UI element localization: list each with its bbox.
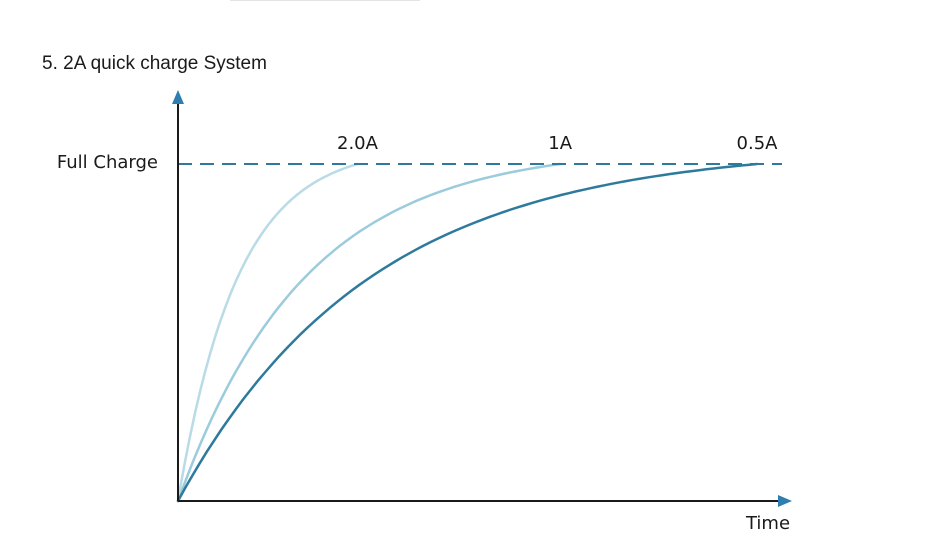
series-label-0-5A: 0.5A	[737, 133, 779, 154]
series-curve-2-0A	[176, 162, 359, 503]
chart-title: 5. 2A quick charge System	[42, 53, 267, 74]
series-labels: 2.0A 1A 0.5A	[337, 133, 778, 154]
series-label-2-0A: 2.0A	[337, 133, 379, 154]
series-curve-0-5A	[176, 162, 759, 503]
series-curve-1A	[176, 162, 562, 503]
top-divider-line	[230, 0, 420, 1]
charge-curves	[176, 162, 759, 503]
x-axis-label: Time	[745, 513, 790, 534]
y-axis-arrow-icon	[172, 90, 184, 104]
full-charge-label: Full Charge	[57, 152, 158, 173]
x-axis-arrow-icon	[778, 495, 792, 507]
series-label-1A: 1A	[548, 133, 572, 154]
